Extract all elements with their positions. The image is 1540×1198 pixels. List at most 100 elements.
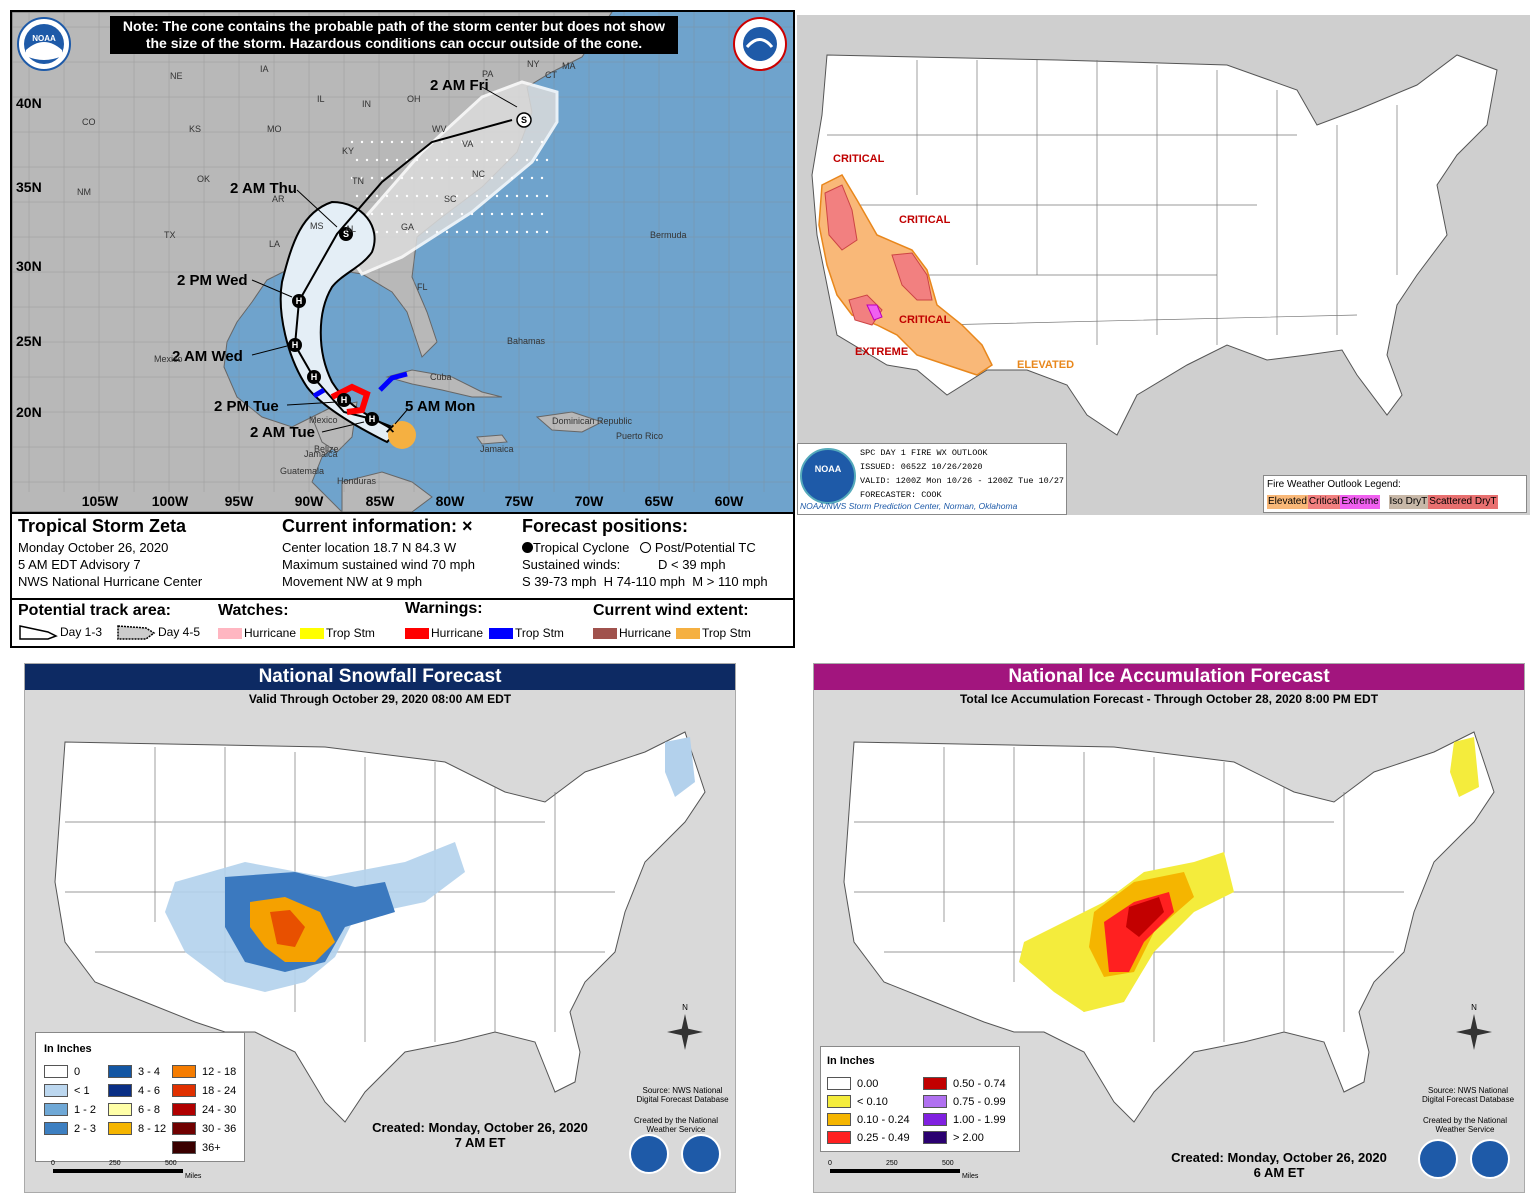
lat-label: 40N	[16, 95, 42, 111]
snow-map: N	[54, 731, 706, 1123]
svg-text:IA: IA	[260, 64, 269, 74]
legend-warn-trop: Trop Stm	[489, 626, 564, 640]
snow-legend-item: 2 - 3	[44, 1122, 96, 1135]
time-label-tue-pm: 2 PM Tue	[214, 398, 279, 415]
svg-text:Mexico: Mexico	[154, 354, 183, 364]
ice-legend: In Inches 0.00 < 0.10 0.10 - 0.24 0.25 - 0.…	[820, 1046, 1020, 1152]
svg-text:Bahamas: Bahamas	[507, 336, 546, 346]
svg-text:S: S	[521, 115, 527, 125]
legend-track-title: Potential track area:	[18, 602, 171, 619]
hispaniola	[535, 411, 604, 433]
scale-label: 500	[942, 1160, 954, 1167]
time-label-thu: 2 AM Thu	[230, 180, 297, 197]
fire-map: CRITICAL CRITICAL CRITICAL EXTREME ELEVA…	[797, 15, 1530, 515]
svg-text:CT: CT	[545, 70, 557, 80]
svg-text:H: H	[369, 414, 376, 424]
fire-legend-iso-dryt: Iso DryT	[1388, 495, 1429, 509]
scale-label: 0	[51, 1160, 55, 1167]
snow-created: Created: Monday, October 26, 2020 7 AM ET	[372, 1120, 588, 1150]
fire-critical-area-1	[824, 184, 858, 251]
svg-text:OK: OK	[197, 174, 210, 184]
shm-line: S 39-73 mph H 74-110 mph M > 110 mph	[522, 574, 768, 589]
svg-text:MS: MS	[310, 221, 324, 231]
svg-text:MO: MO	[267, 124, 282, 134]
legend-day13: Day 1-3	[18, 624, 102, 640]
snow-legend-item: 12 - 18	[172, 1065, 236, 1078]
scale-unit: Miles	[185, 1173, 202, 1180]
legend-watches-title: Watches:	[218, 602, 289, 619]
lon-label: 60W	[715, 493, 745, 509]
svg-text:TX: TX	[164, 230, 176, 240]
snow-created-by: Created by the National Weather Service	[633, 1116, 719, 1134]
ice-title: National Ice Accumulation Forecast	[814, 664, 1524, 690]
noaa-logo: NOAA	[17, 17, 71, 71]
snowfall-panel: National Snowfall Forecast Valid Through…	[24, 663, 736, 1193]
noaa-logo: NOAA	[800, 448, 856, 504]
snow-legend-item: 18 - 24	[172, 1084, 236, 1097]
svg-text:FL: FL	[417, 282, 428, 292]
legend-wind-trop: Trop Stm	[676, 626, 751, 640]
tc-icon	[522, 542, 533, 553]
legend-watch-trop: Trop Stm	[300, 626, 375, 640]
lat-label: 20N	[16, 404, 42, 420]
trop-storm-warning-mx	[312, 387, 326, 399]
legend-warn-hurricane: Hurricane	[405, 626, 483, 640]
scale-bar	[53, 1169, 183, 1173]
snow-legend-title: In Inches	[44, 1043, 92, 1055]
svg-text:TN: TN	[352, 176, 364, 186]
fire-box-line: VALID: 1200Z Mon 10/26 - 1200Z Tue 10/27	[860, 476, 1065, 486]
current-title: Current information: ×	[282, 516, 473, 536]
fire-legend: Fire Weather Outlook Legend: Elevated Cr…	[1263, 475, 1527, 513]
lon-label: 80W	[436, 493, 466, 509]
ice-map: N	[843, 731, 1495, 1123]
fire-label: CRITICAL	[899, 214, 951, 226]
current-wind-extent	[388, 421, 416, 449]
svg-text:IN: IN	[362, 99, 371, 109]
nws-logo	[1418, 1139, 1458, 1179]
svg-text:Cuba: Cuba	[430, 372, 452, 382]
svg-text:H: H	[311, 372, 318, 382]
storm-info: Tropical Storm Zeta Monday October 26, 2…	[12, 512, 793, 600]
svg-text:OH: OH	[407, 94, 421, 104]
svg-text:×: ×	[385, 421, 394, 438]
fire-outlook-panel: CRITICAL CRITICAL CRITICAL EXTREME ELEVA…	[797, 15, 1530, 515]
snow-legend-item: 30 - 36	[172, 1122, 236, 1135]
legend-warnings-title: Warnings:	[405, 600, 483, 617]
jamaica	[476, 434, 508, 445]
snow-legend-item: 1 - 2	[44, 1103, 96, 1116]
noaa-logo	[681, 1134, 721, 1174]
nws-logo	[629, 1134, 669, 1174]
svg-text:LA: LA	[269, 239, 280, 249]
lon-label: 100W	[152, 493, 189, 509]
ice-legend-title: In Inches	[827, 1055, 875, 1067]
scale-unit: Miles	[962, 1173, 979, 1180]
hurricane-warning	[330, 383, 371, 415]
compass-icon: N	[667, 1003, 703, 1050]
ice-legend-item: 0.10 - 0.24	[827, 1113, 910, 1126]
svg-text:N: N	[682, 1003, 688, 1012]
svg-text:Belize: Belize	[314, 444, 339, 454]
storm-center: NWS National Hurricane Center	[18, 574, 203, 589]
snow-legend-item: 8 - 12	[108, 1122, 166, 1135]
svg-text:KY: KY	[342, 146, 354, 156]
state-labels: NE IA IL IN OH PA NY MA CT CO KS MO KY W…	[77, 59, 687, 486]
snow-legend-item: < 1	[44, 1084, 90, 1097]
fire-info-box: NOAA SPC DAY 1 FIRE WX OUTLOOK ISSUED: 0…	[797, 443, 1067, 515]
snow-subtitle: Valid Through October 29, 2020 08:00 AM …	[248, 692, 512, 706]
lon-label: 105W	[82, 493, 119, 509]
d-label: D < 39 mph	[658, 557, 726, 572]
svg-text:AR: AR	[272, 194, 285, 204]
nws-logo	[733, 17, 787, 71]
noaa-logo	[1470, 1139, 1510, 1179]
ice-legend-item: 0.25 - 0.49	[827, 1131, 910, 1144]
ice-legend-item: > 2.00	[923, 1131, 984, 1144]
svg-text:Bermuda: Bermuda	[650, 230, 687, 240]
svg-text:IL: IL	[317, 94, 325, 104]
snow-legend: In Inches 0 < 1 1 - 2 2 - 3 3 - 4 4 - 6 6 - 8 8…	[35, 1032, 245, 1162]
current-line: Center location 18.7 N 84.3 W	[282, 540, 457, 555]
svg-text:Jamaica: Jamaica	[304, 449, 338, 459]
us-outline	[811, 54, 1498, 436]
snow-legend-item: 36+	[172, 1141, 221, 1154]
hurricane-panel: S S H H H H H × 2 AM Fri 2 AM Thu 2 PM W…	[10, 10, 795, 648]
svg-text:Mexico: Mexico	[309, 415, 338, 425]
